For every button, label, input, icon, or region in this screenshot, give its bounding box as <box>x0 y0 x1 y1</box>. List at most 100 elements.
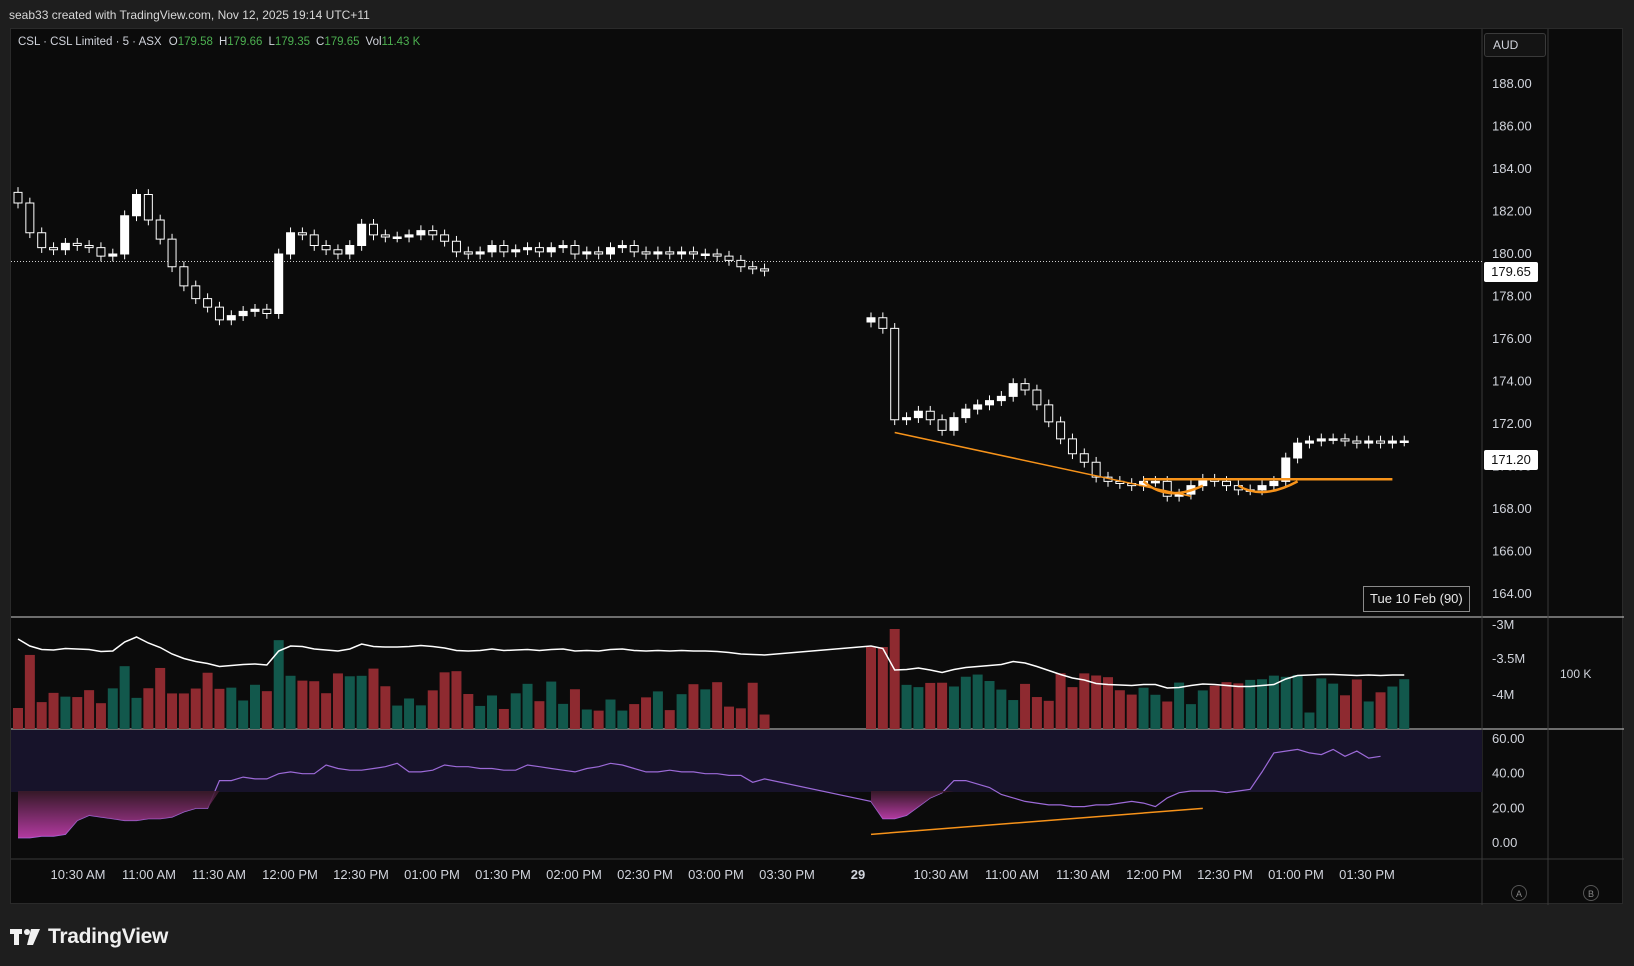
volume-bar <box>392 705 403 729</box>
candle <box>937 414 947 436</box>
rsi-oversold-fill <box>18 791 267 838</box>
candle-body <box>250 308 260 312</box>
candle <box>167 233 177 273</box>
low-key: L <box>268 36 275 48</box>
price-tick-label: 172.00 <box>1492 416 1532 431</box>
volume-bar <box>487 695 497 729</box>
candle <box>712 248 722 262</box>
rsi-oversold-fill <box>871 791 954 819</box>
time-tick-label: 02:30 PM <box>617 867 673 882</box>
candle <box>37 227 47 253</box>
volume-bar <box>167 693 178 729</box>
volume-bar <box>309 681 320 729</box>
volume-bar <box>1292 674 1303 729</box>
candle <box>973 399 983 415</box>
candle-body <box>1257 485 1267 491</box>
volume-bar <box>1126 694 1137 729</box>
candle <box>1281 452 1291 487</box>
candle <box>1091 456 1101 483</box>
volume-bar <box>1316 678 1327 729</box>
candle <box>345 240 355 260</box>
candle <box>297 227 307 241</box>
candle-body <box>1387 440 1397 444</box>
volume-bar <box>1245 679 1256 729</box>
candle <box>226 310 236 326</box>
candle-body <box>84 245 94 249</box>
candle-body <box>629 245 639 253</box>
candle <box>380 229 390 243</box>
candle <box>629 240 639 258</box>
candle <box>1067 433 1077 460</box>
volume-bar <box>593 710 604 729</box>
candle <box>760 263 770 277</box>
chart-canvas[interactable]: 188.00 186.00 184.00 182.00 180.00 178.00 176.… <box>11 29 1624 905</box>
volume-bar <box>498 708 509 729</box>
time-tick-label: 12:00 PM <box>262 867 318 882</box>
volume-bar <box>155 667 166 729</box>
volume-bar <box>475 705 486 729</box>
candle-body <box>1269 480 1279 487</box>
candle-body <box>203 298 213 308</box>
close-key: C <box>316 36 325 48</box>
volume-bar <box>84 690 95 729</box>
b-scale-button[interactable]: B <box>1583 885 1599 901</box>
candle <box>1376 435 1386 449</box>
candle-body <box>1281 457 1291 482</box>
time-tick-label: 03:00 PM <box>688 867 744 882</box>
high-value: 179.66 <box>227 36 263 48</box>
candle-body <box>724 255 734 261</box>
volume-bar <box>214 688 225 729</box>
volume-bar <box>463 694 474 729</box>
volume-bar <box>321 693 332 729</box>
time-tick-label: 01:00 PM <box>404 867 460 882</box>
candle-body <box>297 232 307 236</box>
candle-body <box>96 247 106 257</box>
candle-body <box>309 234 319 246</box>
candle-body <box>617 245 627 249</box>
candle <box>309 229 319 251</box>
price-tick-label: 174.00 <box>1492 374 1532 389</box>
time-tick-label: 12:30 PM <box>333 867 389 882</box>
candle <box>274 248 284 319</box>
candle <box>463 246 473 260</box>
symbol-label[interactable]: CSL · CSL Limited · 5 · ASX <box>18 36 162 48</box>
time-tick-label: 11:30 AM <box>192 867 246 882</box>
candle-body <box>1316 438 1326 442</box>
volume-bar <box>1280 676 1291 729</box>
candle-body <box>60 242 70 251</box>
candle <box>369 218 378 241</box>
candle-body <box>594 251 604 255</box>
candle <box>191 280 201 304</box>
candle-body <box>463 251 473 255</box>
candle <box>546 242 556 258</box>
volume-bar <box>735 708 746 729</box>
candle-body <box>226 315 236 321</box>
candle-body <box>333 249 343 255</box>
candle <box>25 197 35 239</box>
volume-bar <box>1197 690 1208 729</box>
price-tick-label: 186.00 <box>1492 119 1532 134</box>
candle <box>132 189 141 222</box>
volume-bar <box>119 666 130 729</box>
candle-body <box>1364 440 1374 444</box>
volume-bar <box>1351 679 1362 729</box>
volume-bar <box>676 694 687 729</box>
volume-bar <box>664 710 675 729</box>
candle-body <box>653 251 663 255</box>
candle-body <box>902 417 912 421</box>
candle-body <box>132 194 141 217</box>
candle-body <box>700 253 710 256</box>
volume-bar <box>415 705 426 729</box>
candle-body <box>1032 389 1042 406</box>
time-tick-label: 29 <box>851 867 865 882</box>
candle <box>1316 433 1326 447</box>
candle <box>440 229 450 247</box>
candle <box>1293 437 1303 464</box>
candle-body <box>274 253 284 314</box>
volume-bar <box>889 629 900 729</box>
price-tick-label: 178.00 <box>1492 289 1532 304</box>
volume-bar <box>617 710 628 729</box>
currency-selector[interactable]: AUD <box>1484 33 1546 57</box>
auto-scale-button[interactable]: A <box>1511 885 1527 901</box>
volume-bar <box>1257 679 1268 729</box>
